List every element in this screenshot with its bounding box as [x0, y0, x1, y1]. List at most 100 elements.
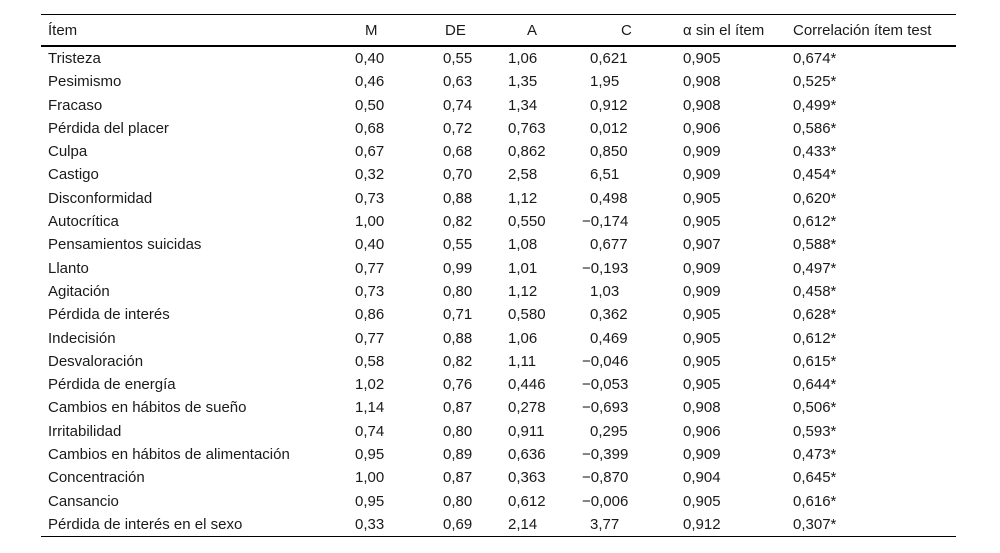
value-cell: 1,08 [508, 236, 538, 254]
column-header-kurtosis: C [590, 14, 683, 47]
item-name-cell: Cambios en hábitos de alimentación [48, 446, 290, 464]
item-name-cell: Culpa [48, 143, 88, 161]
value-cell: 0,68 [355, 119, 385, 137]
header-row: Ítem M DE A C α sin el ítem Correlación … [41, 14, 956, 47]
item-name-cell: Concentración [48, 469, 145, 487]
value-cell: 1,00 [355, 213, 385, 231]
value-cell: 0,905 [683, 492, 721, 510]
value-cell: 0,458* [793, 282, 837, 300]
value-cell: 0,58 [355, 352, 385, 370]
value-cell: 0,506* [793, 399, 837, 417]
table-row: Irritabilidad 0,74 0,80 0,911 0,295 0,906 0,59… [41, 420, 956, 443]
value-cell: 0,644* [793, 376, 837, 394]
value-cell: 0,86 [355, 306, 385, 324]
value-cell: −0,006 [582, 492, 629, 510]
value-cell: 0,905 [683, 329, 721, 347]
item-name-cell: Agitación [48, 282, 110, 300]
value-cell: 0,628* [793, 306, 837, 324]
column-header-skewness: A [508, 14, 590, 47]
item-name-cell: Llanto [48, 259, 89, 277]
value-cell: −0,174 [582, 213, 629, 231]
value-cell: 0,909 [683, 259, 721, 277]
value-cell: 0,497* [793, 259, 837, 277]
value-cell: 1,34 [508, 96, 538, 114]
value-cell: 0,906 [683, 422, 721, 440]
item-name-cell: Indecisión [48, 329, 116, 347]
value-cell: 0,904 [683, 469, 721, 487]
value-cell: 0,911 [508, 422, 545, 440]
value-cell: 0,71 [443, 306, 473, 324]
value-cell: 0,55 [443, 50, 473, 67]
value-cell: 0,580 [508, 306, 546, 324]
value-cell: 0,550 [508, 213, 546, 231]
value-cell: 0,621 [590, 50, 628, 67]
value-cell: 2,58 [508, 166, 538, 184]
value-cell: 0,525* [793, 73, 837, 91]
value-cell: 0,616* [793, 492, 837, 510]
value-cell: 0,012 [590, 119, 628, 137]
value-cell: 0,909 [683, 282, 721, 300]
table-row: Culpa 0,67 0,68 0,862 0,850 0,909 0,433* [41, 140, 956, 163]
value-cell: −0,693 [582, 399, 629, 417]
value-cell: 0,905 [683, 189, 721, 207]
value-cell: 3,77 [590, 515, 620, 533]
item-name-cell: Pérdida de interés en el sexo [48, 515, 243, 533]
table-row: Cambios en hábitos de sueño 1,14 0,87 0,278… [41, 396, 956, 419]
item-name-cell: Pérdida de energía [48, 376, 176, 394]
value-cell: 0,862 [508, 143, 546, 161]
item-name-cell: Desvaloración [48, 352, 144, 370]
value-cell: 0,80 [443, 492, 473, 510]
value-cell: 0,446 [508, 376, 546, 394]
table-row: Pérdida de energía 1,02 0,76 0,446 −0,053 0,9… [41, 373, 956, 396]
value-cell: 0,905 [683, 50, 721, 67]
table-row: Cansancio 0,95 0,80 0,612 −0,006 0,905 0,616* [41, 490, 956, 513]
value-cell: 1,95 [590, 73, 620, 91]
value-cell: 0,40 [355, 236, 385, 254]
table-row: Pérdida de interés 0,86 0,71 0,580 0,362 0,90… [41, 303, 956, 326]
value-cell: 0,82 [443, 352, 473, 370]
value-cell: −0,046 [582, 352, 629, 370]
value-cell: 0,87 [443, 469, 473, 487]
value-cell: 0,69 [443, 515, 473, 533]
value-cell: 6,51 [590, 166, 620, 184]
value-cell: 0,88 [443, 189, 473, 207]
item-name-cell: Disconformidad [48, 189, 153, 207]
value-cell: 1,06 [508, 50, 538, 67]
value-cell: 0,32 [355, 166, 385, 184]
value-cell: 0,33 [355, 515, 385, 533]
value-cell: 0,612* [793, 213, 837, 231]
column-header-item-test-correlation: Correlación ítem test [793, 14, 956, 47]
value-cell: 0,95 [355, 446, 385, 464]
value-cell: 0,636 [508, 446, 546, 464]
item-name-cell: Pérdida de interés [48, 306, 170, 324]
value-cell: 1,01 [508, 259, 538, 277]
value-cell: 0,307* [793, 515, 837, 533]
value-cell: 1,00 [355, 469, 385, 487]
table-row: Castigo 0,32 0,70 2,58 6,51 0,909 0,454* [41, 163, 956, 186]
value-cell: 0,433* [793, 143, 837, 161]
value-cell: 0,77 [355, 329, 385, 347]
value-cell: 0,850 [590, 143, 628, 161]
table-row: Desvaloración 0,58 0,82 1,11 −0,046 0,905 0,61… [41, 350, 956, 373]
value-cell: 0,612* [793, 329, 837, 347]
table-row: Pérdida de interés en el sexo 0,33 0,69 2,1… [41, 513, 956, 537]
table-row: Pérdida del placer 0,68 0,72 0,763 0,012 0,90… [41, 117, 956, 140]
value-cell: 1,02 [355, 376, 385, 394]
value-cell: 0,88 [443, 329, 473, 347]
table-row: Fracaso 0,50 0,74 1,34 0,912 0,908 0,499* [41, 94, 956, 117]
value-cell: 0,588* [793, 236, 837, 254]
value-cell: 0,73 [355, 189, 385, 207]
value-cell: 0,74 [355, 422, 385, 440]
value-cell: 0,763 [508, 119, 546, 137]
value-cell: 0,593* [793, 422, 837, 440]
table-row: Cambios en hábitos de alimentación 0,95 0,… [41, 443, 956, 466]
value-cell: 0,499* [793, 96, 837, 114]
value-cell: 1,35 [508, 73, 538, 91]
value-cell: 0,80 [443, 422, 473, 440]
value-cell: 0,905 [683, 306, 721, 324]
value-cell: 1,12 [508, 282, 538, 300]
table-row: Llanto 0,77 0,99 1,01 −0,193 0,909 0,497* [41, 257, 956, 280]
value-cell: 0,95 [355, 492, 385, 510]
value-cell: 0,469 [590, 329, 628, 347]
